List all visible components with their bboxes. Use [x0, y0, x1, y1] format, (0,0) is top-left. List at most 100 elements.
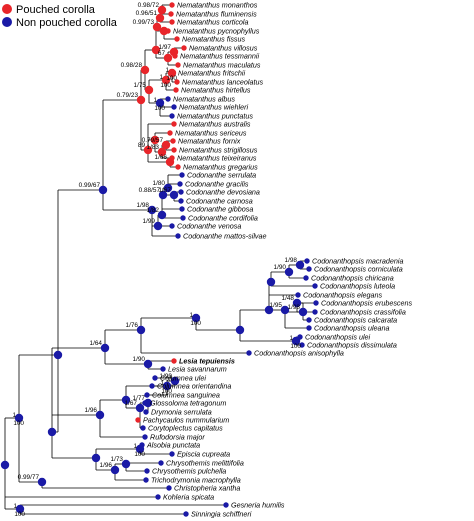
tip-state-marker [303, 275, 309, 281]
tip-state-marker [139, 442, 145, 448]
support-value: 100 [160, 82, 171, 89]
node-state-marker [147, 205, 157, 215]
tip-state-marker [312, 309, 318, 315]
taxon-label: Christopheria xantha [174, 484, 240, 493]
legend-pouched-label: Pouched corolla [16, 4, 96, 16]
taxon-label: Columnea sanguinea [152, 391, 220, 400]
support-value: 0.79/23 [117, 92, 139, 99]
taxon-label: Codonanthopsis luteola [320, 282, 395, 291]
support-value: 1/73 [111, 456, 124, 463]
support-value: 1/64 [90, 340, 103, 347]
tip-state-marker [183, 511, 189, 517]
node-state-marker [15, 504, 25, 514]
node-state-marker [0, 460, 10, 470]
taxon-label: Codonanthe cordifolia [188, 214, 258, 223]
tip-state-marker [165, 28, 171, 34]
node-state-marker [161, 75, 171, 85]
legend-non-pouched-label: Non pouched corolla [16, 17, 118, 29]
node-state-marker [170, 376, 180, 386]
taxon-label: Nematanthus australis [179, 120, 251, 129]
taxon-label: Nematanthus lanceolatus [182, 78, 264, 87]
tip-state-marker [246, 350, 252, 356]
node-state-marker [143, 145, 153, 155]
taxon-label: Columnea orientandina [157, 382, 231, 391]
support-value: 67 [158, 50, 166, 57]
taxon-label: Codonanthopsis uleana [314, 324, 390, 333]
tip-state-marker [144, 392, 150, 398]
support-value: 1 [189, 312, 193, 319]
support-value: 1 [12, 412, 16, 419]
tip-state-marker [306, 317, 312, 323]
tip-state-marker [171, 358, 177, 364]
node-state-marker [143, 359, 153, 369]
tip-state-marker [299, 342, 305, 348]
tip-state-marker [165, 96, 171, 102]
tip-state-marker [168, 11, 174, 17]
taxon-label: Nematanthus monanthos [177, 1, 258, 10]
support-value: 1/99 [160, 373, 173, 380]
tree-nodes [0, 2, 319, 517]
node-state-marker [121, 459, 131, 469]
support-value: 1 [160, 380, 164, 387]
node-state-marker [140, 65, 150, 75]
taxon-label: Drymonia serrulata [151, 408, 212, 417]
tip-state-marker [313, 300, 319, 306]
node-state-marker [95, 410, 105, 420]
legend-pouched-marker [2, 4, 12, 14]
node-state-marker [163, 53, 173, 63]
node-state-marker [191, 313, 201, 323]
taxon-label: Nematanthus fritschii [178, 69, 246, 78]
tip-state-marker [175, 233, 181, 239]
support-value: 100 [13, 420, 24, 427]
support-value: 0.99/77 [18, 474, 40, 481]
taxon-label: Chrysothemis melittifolia [166, 459, 244, 468]
support-value: 1 [13, 503, 17, 510]
node-state-marker [266, 277, 276, 287]
support-value: 0.96/51 [136, 10, 158, 17]
taxon-label: Codonanthe gibbosa [187, 205, 253, 214]
taxon-label: Episcia cupreata [177, 450, 230, 459]
node-state-marker [152, 22, 162, 32]
taxon-label: Glossoloma tetragonum [150, 399, 226, 408]
node-state-marker [47, 427, 57, 437]
tip-state-marker [178, 198, 184, 204]
support-value: 0.79/57 [142, 137, 164, 144]
legend: Pouched corolla Non pouched corolla [2, 4, 118, 29]
taxon-label: Codonanthopsis calcarata [314, 316, 397, 325]
taxon-label: Codonanthopsis erubescens [321, 299, 413, 308]
node-state-marker [264, 305, 274, 315]
taxon-label: Nematanthus fissus [182, 35, 246, 44]
tip-state-marker [155, 494, 161, 500]
taxon-label: Codonanthopsis chiricana [311, 274, 394, 283]
taxon-label: Nematanthus villosus [189, 44, 258, 53]
taxon-label: Sinningia schiffneri [191, 510, 252, 519]
node-state-marker [144, 85, 154, 95]
tip-state-marker [175, 62, 181, 68]
tip-state-marker [170, 70, 176, 76]
tip-state-marker [169, 223, 175, 229]
support-value: 1/75 [134, 82, 147, 89]
support-value: 0.98/28 [121, 62, 143, 69]
tip-state-marker [179, 206, 185, 212]
node-state-marker [53, 350, 63, 360]
tip-state-marker [306, 266, 312, 272]
support-value: 100 [290, 343, 301, 350]
support-value: 1/83 [147, 144, 160, 151]
taxon-label: Codonanthopsis crassifolia [320, 308, 406, 317]
tip-state-marker [169, 2, 175, 8]
node-state-marker [14, 413, 24, 423]
node-state-marker [235, 325, 245, 335]
support-value: 1/97 [159, 44, 172, 51]
node-state-marker [158, 190, 168, 200]
node-state-marker [153, 221, 163, 231]
node-state-marker [159, 26, 169, 36]
taxon-label: Lesia savannarum [168, 365, 227, 374]
node-state-marker [280, 305, 290, 315]
support-value: 89 [138, 142, 146, 149]
taxon-label: Nematanthus maculatus [183, 61, 261, 70]
taxon-label: Codonanthopsis ulei [305, 333, 371, 342]
taxon-label: Chrysothemis pulchella [152, 467, 226, 476]
tip-state-marker [169, 19, 175, 25]
tip-state-marker [173, 87, 179, 93]
